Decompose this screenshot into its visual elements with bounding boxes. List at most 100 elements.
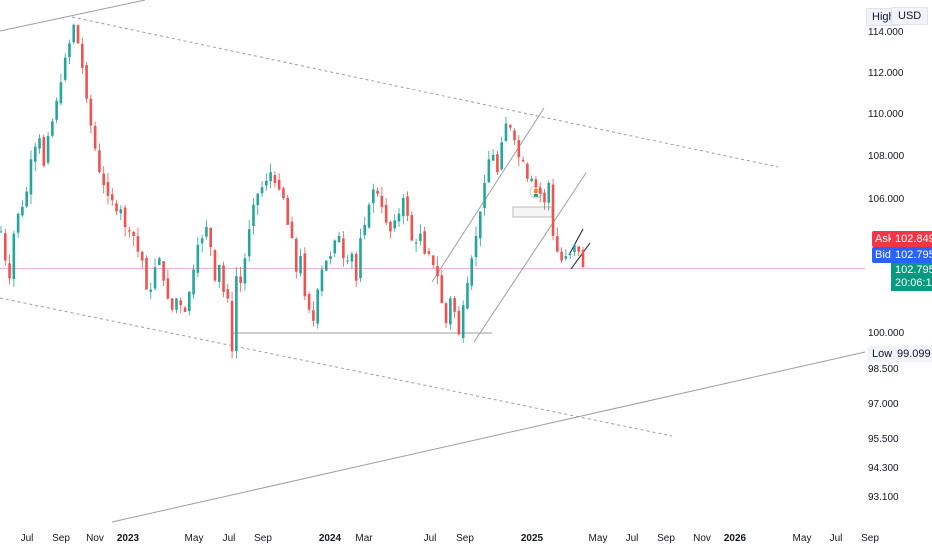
lower-channel-dashed-line[interactable]: [0, 297, 673, 437]
candle-body: [419, 233, 422, 241]
candle-body: [346, 260, 349, 262]
candle-body: [573, 244, 576, 253]
candle: [517, 135, 521, 167]
candle: [46, 131, 50, 165]
candle-body: [453, 298, 456, 312]
candle: [414, 238, 418, 253]
candle-body: [209, 227, 212, 248]
candle: [577, 246, 581, 257]
time-tick-label: Sep: [657, 533, 675, 544]
candle-body: [508, 125, 512, 128]
candle-body: [333, 240, 337, 254]
candle: [329, 251, 332, 265]
candle-body: [235, 276, 238, 352]
candle: [380, 186, 384, 214]
candle: [205, 220, 208, 240]
candle: [98, 143, 101, 174]
time-tick-label: Jul: [223, 533, 236, 544]
candle: [55, 97, 58, 123]
candle-body: [577, 246, 581, 252]
candle: [33, 142, 37, 171]
upper-channel-solid-line[interactable]: [0, 0, 146, 32]
candle-body: [303, 253, 307, 297]
candle: [453, 295, 456, 318]
candle-body: [320, 269, 324, 292]
candle-body: [205, 227, 208, 237]
rising-channel-upper-line[interactable]: [431, 107, 545, 283]
candle: [149, 282, 153, 299]
candle: [478, 211, 482, 247]
candle-body: [72, 24, 76, 43]
candle-body: [526, 163, 529, 179]
candle: [363, 216, 367, 240]
currency-button[interactable]: USD: [891, 7, 929, 25]
candle-body: [21, 206, 24, 216]
time-tick-label: Sep: [254, 533, 272, 544]
candle-body: [3, 233, 7, 261]
candle: [282, 186, 285, 201]
candle: [504, 116, 508, 142]
price-tick-label: 114.000: [868, 27, 904, 38]
candle: [235, 267, 238, 359]
supply-zone-box[interactable]: [512, 206, 553, 218]
candle-body: [487, 159, 491, 183]
candle: [354, 251, 358, 287]
candle-body: [145, 257, 148, 290]
candle-body: [496, 154, 499, 173]
price-tick-label: 108.000: [868, 151, 905, 162]
candle: [115, 200, 118, 215]
candle: [226, 283, 230, 303]
price-tick-label: 98.500: [868, 364, 899, 375]
candle: [38, 134, 41, 154]
last-price-value: 102.795: [895, 264, 932, 276]
flag-upper-line[interactable]: [568, 228, 584, 256]
candle: [367, 202, 371, 229]
candle: [63, 53, 67, 83]
candlestick-series: [0, 23, 585, 359]
candle: [243, 253, 247, 291]
candle-body: [132, 231, 135, 236]
candle-body: [504, 123, 508, 142]
flag-lower-line[interactable]: [570, 242, 591, 270]
candle: [526, 162, 529, 182]
bid-label: Bid: [872, 247, 894, 263]
ask-label: Ask: [872, 231, 897, 247]
candle: [290, 216, 294, 239]
candle-body: [474, 235, 478, 258]
candle: [372, 183, 375, 213]
candle: [59, 73, 63, 106]
rising-channel-lower-line[interactable]: [473, 172, 587, 343]
candle-body: [38, 138, 41, 149]
candle: [85, 62, 88, 103]
candle: [346, 255, 349, 265]
candle: [449, 296, 452, 330]
candle-body: [286, 197, 290, 225]
candle-body: [538, 187, 542, 194]
time-tick-label: Mar: [355, 533, 373, 544]
candle: [564, 249, 568, 261]
price-tick-label: 95.500: [868, 434, 899, 445]
candle-body: [265, 180, 268, 186]
candle-body: [431, 255, 435, 265]
candle: [42, 134, 46, 168]
long-support-line[interactable]: [111, 351, 866, 523]
upper-channel-dashed-line[interactable]: [71, 16, 779, 168]
candle-body: [8, 263, 11, 279]
candle-body: [226, 289, 230, 299]
candle: [307, 292, 311, 314]
candle-body: [457, 310, 461, 335]
candle-body: [478, 211, 482, 239]
candle: [397, 208, 401, 228]
candle: [551, 178, 555, 241]
candle-body: [329, 256, 332, 259]
candle: [128, 226, 131, 238]
candle-body: [256, 193, 260, 206]
trendlines[interactable]: [0, 0, 866, 523]
candle-body: [252, 204, 255, 226]
candle: [444, 301, 448, 328]
candle: [217, 264, 221, 288]
candle-body: [98, 150, 101, 173]
candle-body: [0, 231, 3, 233]
candle-body: [337, 235, 341, 243]
